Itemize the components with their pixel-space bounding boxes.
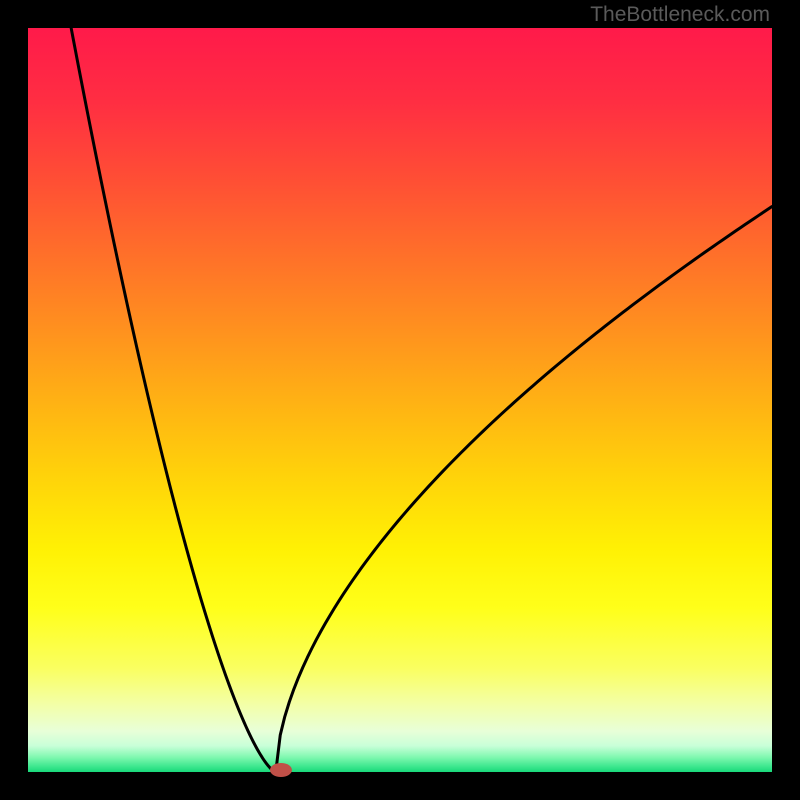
watermark-text: TheBottleneck.com xyxy=(590,3,770,26)
vertex-marker xyxy=(270,763,292,777)
plot-background xyxy=(28,28,772,772)
